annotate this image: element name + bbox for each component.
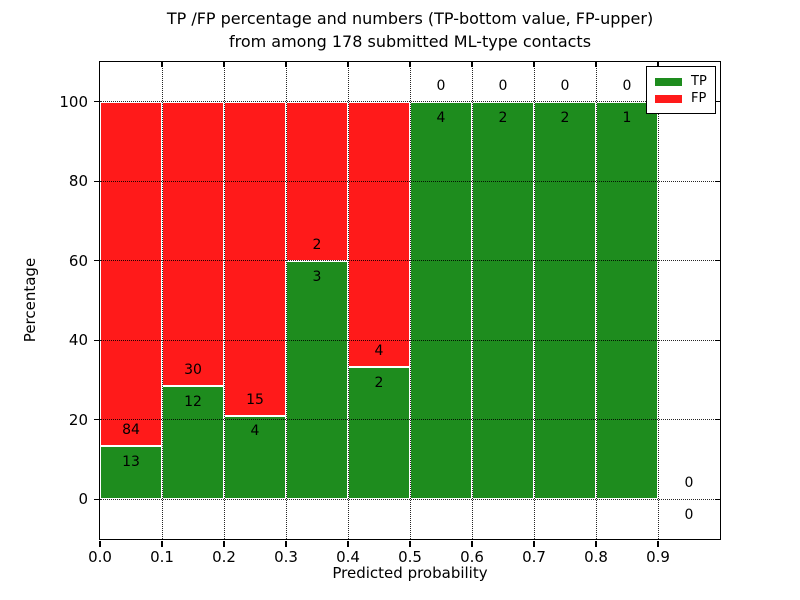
gridline-v: [657, 62, 659, 539]
tick-right-icon: [715, 180, 720, 182]
tick-bottom-icon: [99, 540, 101, 547]
bar-count-label-tp: 4: [436, 109, 446, 126]
bar-count-label-fp: 0: [498, 77, 508, 94]
tick-bottom-icon: [223, 540, 225, 547]
bar-count-label-tp: 3: [312, 268, 322, 285]
bar-tp-segment: [596, 101, 658, 500]
tick-bottom-icon: [285, 540, 287, 547]
bar-count-label-tp: 1: [622, 109, 632, 126]
bar-count-label-fp: 84: [122, 422, 140, 439]
tick-right-icon: [715, 101, 720, 103]
bar-tp-segment: [348, 366, 410, 500]
bar-fp-segment: [348, 101, 410, 367]
tick-bottom-icon: [409, 540, 411, 547]
tick-top-icon: [223, 62, 225, 67]
bar-tp-segment: [100, 445, 162, 500]
y-tick-label: 100: [59, 92, 88, 111]
bar-tp-segment: [410, 101, 472, 500]
y-tick-label: 0: [78, 490, 88, 509]
tick-bottom-icon: [347, 540, 349, 547]
bar-count-label-fp: 0: [560, 77, 570, 94]
bar-count-label-fp: 15: [246, 391, 264, 408]
tick-top-icon: [595, 62, 597, 67]
bar-count-label-tp: 13: [122, 453, 140, 470]
tp-color-swatch-icon: [655, 77, 682, 86]
bar-count-label-tp: 2: [498, 109, 508, 126]
bar-tp-segment: [472, 101, 534, 500]
tick-bottom-icon: [595, 540, 597, 547]
tick-top-icon: [347, 62, 349, 67]
tick-right-icon: [715, 339, 720, 341]
gridline-v: [409, 62, 411, 539]
tick-top-icon: [471, 62, 473, 67]
tick-bottom-icon: [533, 540, 535, 547]
y-tick-label: 80: [68, 172, 88, 191]
fp-color-swatch-icon: [655, 94, 682, 103]
gridline-v: [595, 62, 597, 539]
bar-tp-segment: [162, 385, 224, 500]
chart-title: TP /FP percentage and numbers (TP-bottom…: [100, 7, 720, 53]
gridline-v: [285, 62, 287, 539]
chart-title-line1: TP /FP percentage and numbers (TP-bottom…: [166, 9, 654, 28]
gridline-v: [161, 62, 163, 539]
bar-count-label-tp: 2: [374, 374, 384, 391]
tick-top-icon: [533, 62, 535, 67]
bar-count-label-fp: 0: [684, 475, 694, 492]
bar-count-label-fp: 4: [374, 342, 384, 359]
bar-count-label-fp: 0: [622, 77, 632, 94]
tick-bottom-icon: [161, 540, 163, 547]
bar-tp-segment: [286, 260, 348, 500]
tick-bottom-icon: [657, 540, 659, 547]
chart-title-line2: from among 178 submitted ML-type contact…: [228, 32, 592, 51]
gridline-v: [533, 62, 535, 539]
bar-count-label-fp: 30: [184, 361, 202, 378]
legend-label-fp: FP: [691, 91, 707, 106]
y-tick-label: 60: [68, 251, 88, 270]
bar-fp-segment: [224, 101, 286, 416]
tick-right-icon: [715, 498, 720, 500]
bar-count-label-tp: 12: [184, 393, 202, 410]
tick-top-icon: [409, 62, 411, 67]
legend: TP FP: [646, 66, 716, 114]
tick-top-icon: [657, 62, 659, 67]
y-tick-label: 20: [68, 410, 88, 429]
legend-label-tp: TP: [691, 74, 707, 89]
bar-count-label-fp: 2: [312, 236, 322, 253]
legend-item-tp: TP: [655, 74, 707, 89]
bar-tp-segment: [534, 101, 596, 500]
y-axis-label: Percentage: [21, 257, 39, 343]
bar-fp-segment: [100, 101, 162, 446]
tick-right-icon: [715, 419, 720, 421]
legend-item-fp: FP: [655, 91, 707, 106]
y-tick-label: 40: [68, 331, 88, 350]
bar-count-label-tp: 0: [684, 507, 694, 524]
bar-count-label-tp: 4: [250, 423, 260, 440]
bar-count-label-tp: 2: [560, 109, 570, 126]
tick-top-icon: [285, 62, 287, 67]
tick-right-icon: [715, 260, 720, 262]
bar-count-label-fp: 0: [436, 77, 446, 94]
gridline-v: [347, 62, 349, 539]
bar-fp-segment: [162, 101, 224, 386]
gridline-v: [471, 62, 473, 539]
gridline-v: [223, 62, 225, 539]
tick-bottom-icon: [471, 540, 473, 547]
x-axis-label: Predicted probability: [332, 564, 488, 582]
plot-area: 84 13 30 12 15 4 2 3 4 2 0 4 0 2 0 2 0 1 0 0: [99, 61, 721, 540]
bar-tp-segment: [224, 415, 286, 500]
tick-top-icon: [161, 62, 163, 67]
